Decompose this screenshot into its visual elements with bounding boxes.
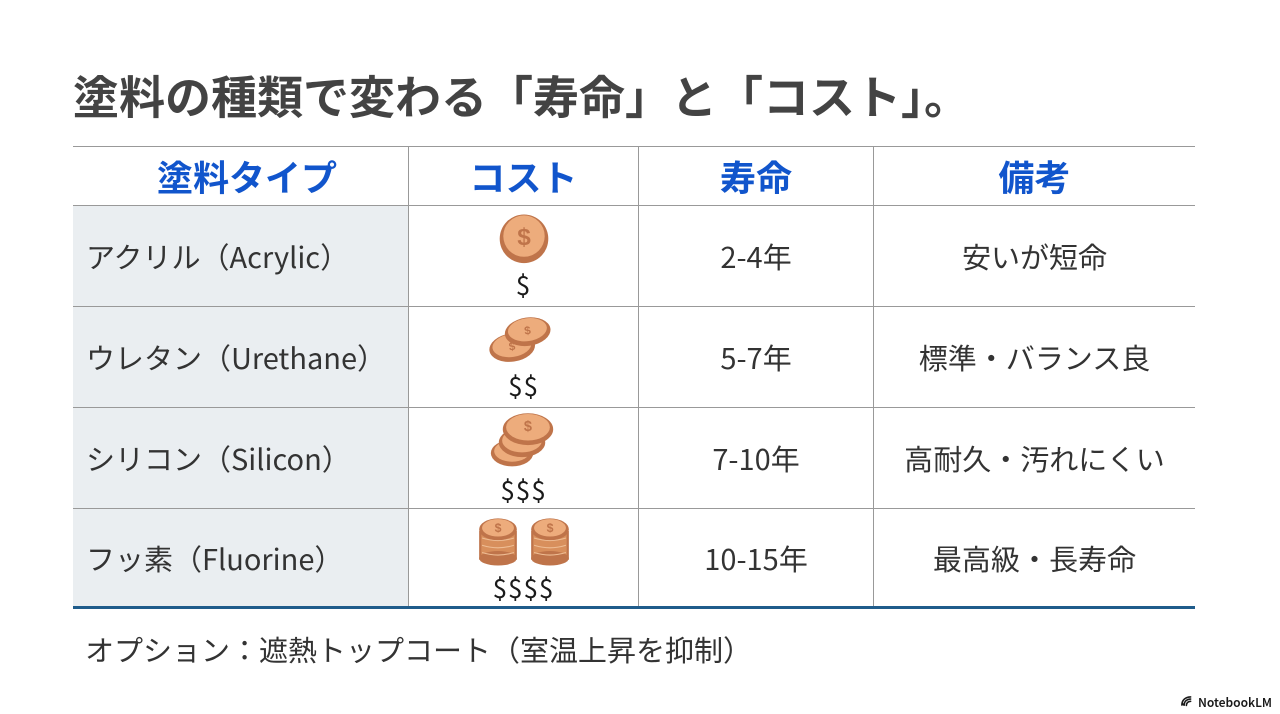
- svg-text:$: $: [494, 521, 501, 535]
- svg-text:$: $: [523, 419, 531, 435]
- svg-text:$: $: [517, 224, 531, 251]
- svg-text:$: $: [546, 521, 553, 535]
